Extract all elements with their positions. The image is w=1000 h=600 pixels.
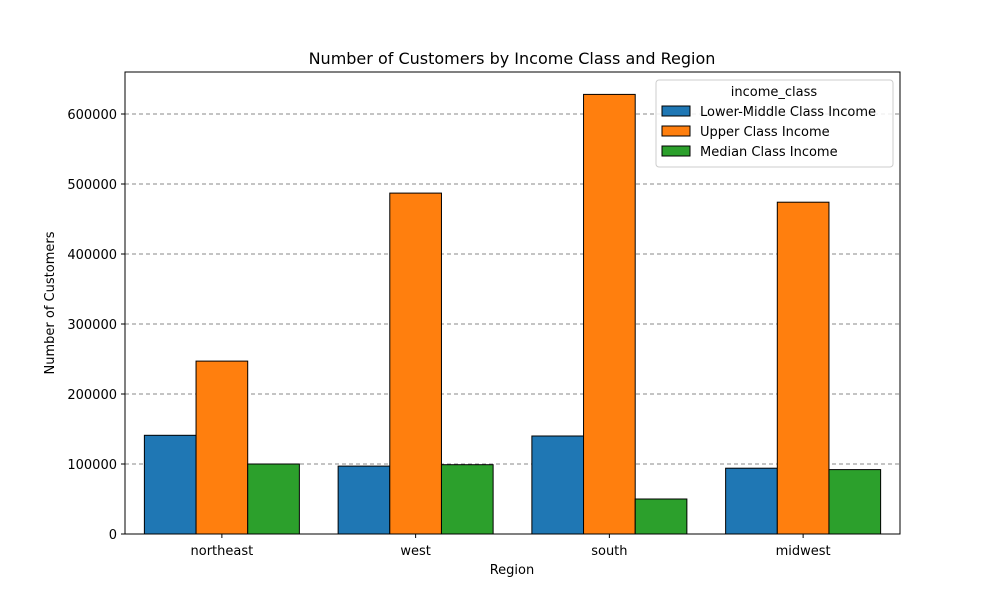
legend-swatch	[661, 145, 691, 157]
legend-label: Upper Class Income	[700, 125, 830, 140]
y-tick-label: 200000	[67, 388, 117, 403]
bars	[143, 93, 882, 535]
bar	[143, 434, 197, 535]
bar	[440, 464, 494, 535]
legend-swatch	[661, 105, 691, 117]
x-axis: northeast west south midwest	[191, 534, 831, 559]
x-axis-label: Region	[490, 563, 535, 578]
y-tick-label: 100000	[67, 458, 117, 473]
x-tick-label: south	[591, 544, 627, 559]
plot-area-frame	[124, 71, 901, 535]
x-tick-label: northeast	[191, 544, 254, 559]
legend-label: Lower-Middle Class Income	[700, 105, 876, 120]
y-tick-label: 0	[109, 528, 117, 543]
y-tick-label: 600000	[67, 108, 117, 123]
bar	[195, 360, 249, 535]
legend: income_class Lower-Middle Class Income Up…	[655, 79, 894, 168]
legend-label: Median Class Income	[700, 145, 838, 160]
chart-title: Number of Customers by Income Class and …	[309, 49, 716, 68]
bar	[828, 469, 882, 535]
legend-swatch	[661, 125, 691, 137]
x-tick-label: west	[400, 544, 431, 559]
bar	[389, 192, 442, 535]
grid-lines	[125, 113, 900, 465]
bar	[337, 465, 391, 535]
bar	[247, 463, 300, 535]
y-axis-label: Number of Customers	[43, 231, 58, 374]
bar	[725, 467, 778, 535]
legend-title: income_class	[731, 85, 818, 100]
x-tick-label: midwest	[776, 544, 831, 559]
y-axis: 0 100000 200000 300000 400000 500000 600000	[67, 108, 125, 543]
y-tick-label: 400000	[67, 248, 117, 263]
legend-box	[655, 79, 894, 168]
y-tick-label: 500000	[67, 178, 117, 193]
y-tick-label: 300000	[67, 318, 117, 333]
bar	[634, 498, 688, 535]
bar	[776, 201, 830, 535]
bar	[531, 435, 585, 535]
bar	[583, 93, 636, 535]
